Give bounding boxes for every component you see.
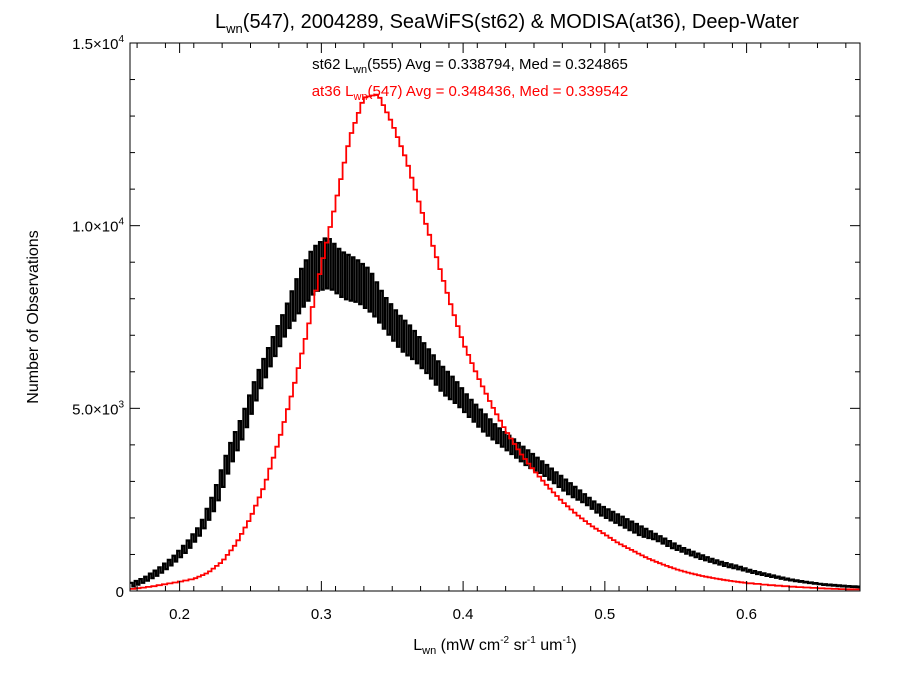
x-label-rest: (mW cm [436, 637, 500, 654]
series-st62-line [130, 237, 860, 589]
y-tick-label: 5.0×103 [72, 399, 124, 418]
annotation-at36-rest: (547) Avg = 0.348436, Med = 0.339542 [368, 83, 629, 100]
x-label-sup1: -2 [500, 635, 509, 646]
x-axis-label: Lwn (mW cm-2 sr-1 um-1) [413, 635, 576, 657]
series-layer [130, 93, 860, 591]
plot-frame [129, 42, 861, 592]
title-rest: (547), 2004289, SeaWiFS(st62) & MODISA(a… [243, 11, 799, 33]
x-label-sub: wn [421, 645, 436, 657]
annotation-at36-prefix: at36 L [312, 83, 354, 100]
x-tick-label: 0.6 [736, 606, 757, 623]
x-label-sup2: -1 [527, 635, 536, 646]
y-axis-label: Number of Observations [25, 230, 42, 403]
y-tick-label: 0 [116, 584, 124, 601]
annotation-at36-sub: wn [352, 91, 367, 103]
annotation-st62-sub: wn [352, 64, 367, 76]
title-main: L [215, 11, 226, 33]
annotation-at36: at36 Lwn(547) Avg = 0.348436, Med = 0.33… [312, 83, 629, 103]
x-tick-label: 0.2 [169, 606, 190, 623]
x-label-end: ) [571, 637, 576, 654]
series-at36-line [130, 93, 860, 591]
y-tick-label: 1.5×104 [72, 34, 124, 53]
x-tick-label: 0.3 [311, 606, 332, 623]
annotation-st62-prefix: st62 L [312, 56, 353, 73]
x-tick-label: 0.5 [594, 606, 615, 623]
x-tick-label: 0.4 [453, 606, 474, 623]
title-sub: wn [225, 21, 243, 36]
annotation-st62-rest: (555) Avg = 0.338794, Med = 0.324865 [367, 56, 628, 73]
x-label-main: L [413, 637, 422, 654]
y-tick-label: 1.0×104 [72, 217, 124, 236]
annotation-st62: st62 Lwn(555) Avg = 0.338794, Med = 0.32… [312, 56, 628, 76]
x-label-mid: sr [509, 637, 527, 654]
chart-title: Lwn(547), 2004289, SeaWiFS(st62) & MODIS… [215, 11, 799, 36]
x-label-sup3: -1 [562, 635, 571, 646]
tick-layer: 0.2 0.3 0.4 0.5 0.6 0 5.0×103 1.0×104 1.5×104 [72, 34, 860, 623]
x-label-mid2: um [536, 637, 563, 654]
